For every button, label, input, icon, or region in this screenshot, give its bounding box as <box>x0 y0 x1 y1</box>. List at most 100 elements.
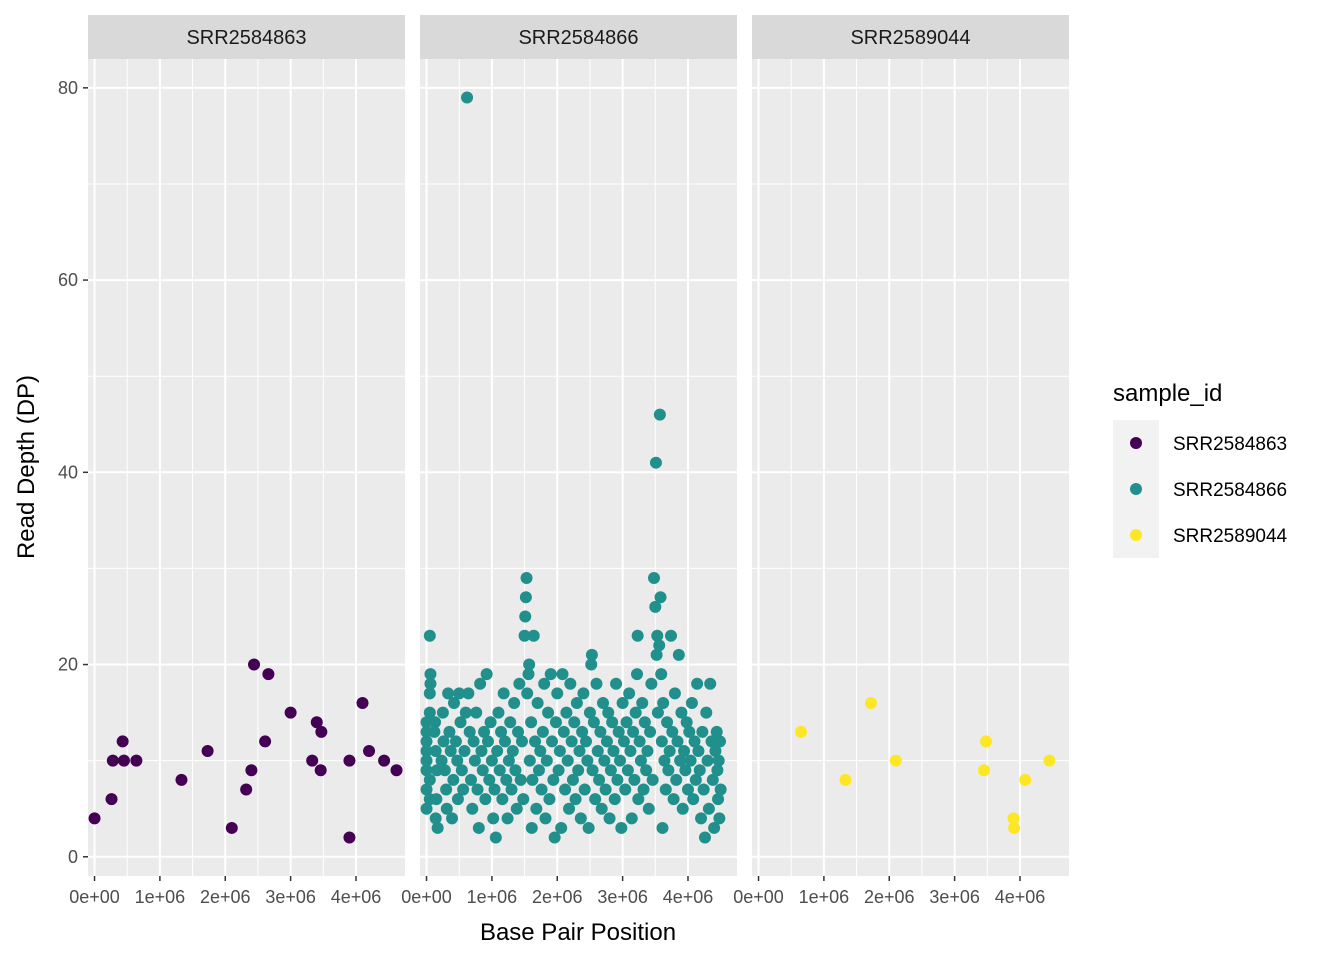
data-point <box>714 783 727 796</box>
x-tick-label: 2e+06 <box>864 887 915 907</box>
data-point <box>436 706 449 719</box>
data-point <box>429 716 442 729</box>
data-point <box>530 802 543 815</box>
data-point <box>671 735 684 748</box>
data-point <box>600 735 613 748</box>
data-point <box>525 716 538 729</box>
data-point <box>508 696 521 709</box>
data-point <box>577 687 590 700</box>
data-point <box>262 668 275 681</box>
data-point <box>429 745 442 758</box>
data-point <box>259 735 272 748</box>
data-point <box>488 783 501 796</box>
data-point <box>310 716 323 729</box>
data-point <box>653 408 666 421</box>
data-point <box>655 735 668 748</box>
data-point <box>573 745 586 758</box>
data-point <box>245 764 258 777</box>
data-point <box>555 821 568 834</box>
data-point <box>713 812 726 825</box>
y-tick-label: 40 <box>58 462 78 482</box>
x-tick-label: 4e+06 <box>331 887 382 907</box>
data-point <box>668 687 681 700</box>
facet-strip <box>88 15 405 59</box>
data-point <box>593 773 606 786</box>
data-point <box>527 629 540 642</box>
data-point <box>839 773 852 786</box>
data-point <box>459 706 472 719</box>
data-point <box>225 821 238 834</box>
data-point <box>654 591 667 604</box>
data-point <box>442 687 455 700</box>
data-point <box>621 764 634 777</box>
data-point <box>602 706 615 719</box>
x-tick-label: 0e+00 <box>733 887 784 907</box>
data-point <box>378 754 391 767</box>
data-point <box>493 764 506 777</box>
legend-title: sample_id <box>1113 380 1222 407</box>
data-point <box>578 783 591 796</box>
data-point <box>642 802 655 815</box>
data-point <box>201 745 214 758</box>
data-point <box>561 754 574 767</box>
data-point <box>485 754 498 767</box>
facet-strip-label: SRR2584863 <box>186 27 306 49</box>
data-point <box>505 783 518 796</box>
data-point <box>714 735 727 748</box>
legend-key <box>1130 483 1142 495</box>
data-point <box>563 802 576 815</box>
data-point <box>661 716 674 729</box>
y-tick-label: 80 <box>58 78 78 98</box>
data-point <box>502 754 515 767</box>
data-point <box>553 745 566 758</box>
data-point <box>691 677 704 690</box>
data-point <box>483 773 496 786</box>
data-point <box>574 812 587 825</box>
data-point <box>607 745 620 758</box>
data-point <box>423 687 436 700</box>
data-point <box>471 783 484 796</box>
data-point <box>693 764 706 777</box>
data-point <box>531 696 544 709</box>
facet-strip <box>752 15 1069 59</box>
legend-label: SRR2584863 <box>1173 434 1287 455</box>
data-point <box>523 658 536 671</box>
data-point <box>457 783 470 796</box>
data-point <box>496 793 509 806</box>
data-point <box>117 754 130 767</box>
data-point <box>696 725 709 738</box>
data-point <box>315 725 328 738</box>
data-point <box>519 610 532 623</box>
data-point <box>175 773 188 786</box>
legend-key <box>1130 437 1142 449</box>
data-point <box>576 725 589 738</box>
data-point <box>656 821 669 834</box>
data-point <box>683 725 696 738</box>
data-point <box>633 735 646 748</box>
x-tick-label: 2e+06 <box>532 887 583 907</box>
data-point <box>1008 821 1021 834</box>
data-point <box>649 600 662 613</box>
data-point <box>446 812 459 825</box>
data-point <box>474 677 487 690</box>
data-point <box>455 764 468 777</box>
data-point <box>481 735 494 748</box>
data-point <box>565 735 578 748</box>
facet-strip-label: SRR2584866 <box>518 27 638 49</box>
x-tick-label: 3e+06 <box>265 887 316 907</box>
data-point <box>684 754 697 767</box>
data-point <box>556 668 569 681</box>
data-point <box>589 793 602 806</box>
data-point <box>431 821 444 834</box>
data-point <box>674 754 687 767</box>
data-point <box>466 802 479 815</box>
data-point <box>604 764 617 777</box>
data-point <box>546 735 559 748</box>
data-point <box>463 725 476 738</box>
data-point <box>712 793 725 806</box>
data-point <box>420 745 433 758</box>
data-point <box>666 725 679 738</box>
data-point <box>451 754 464 767</box>
data-point <box>437 735 450 748</box>
data-point <box>517 793 530 806</box>
